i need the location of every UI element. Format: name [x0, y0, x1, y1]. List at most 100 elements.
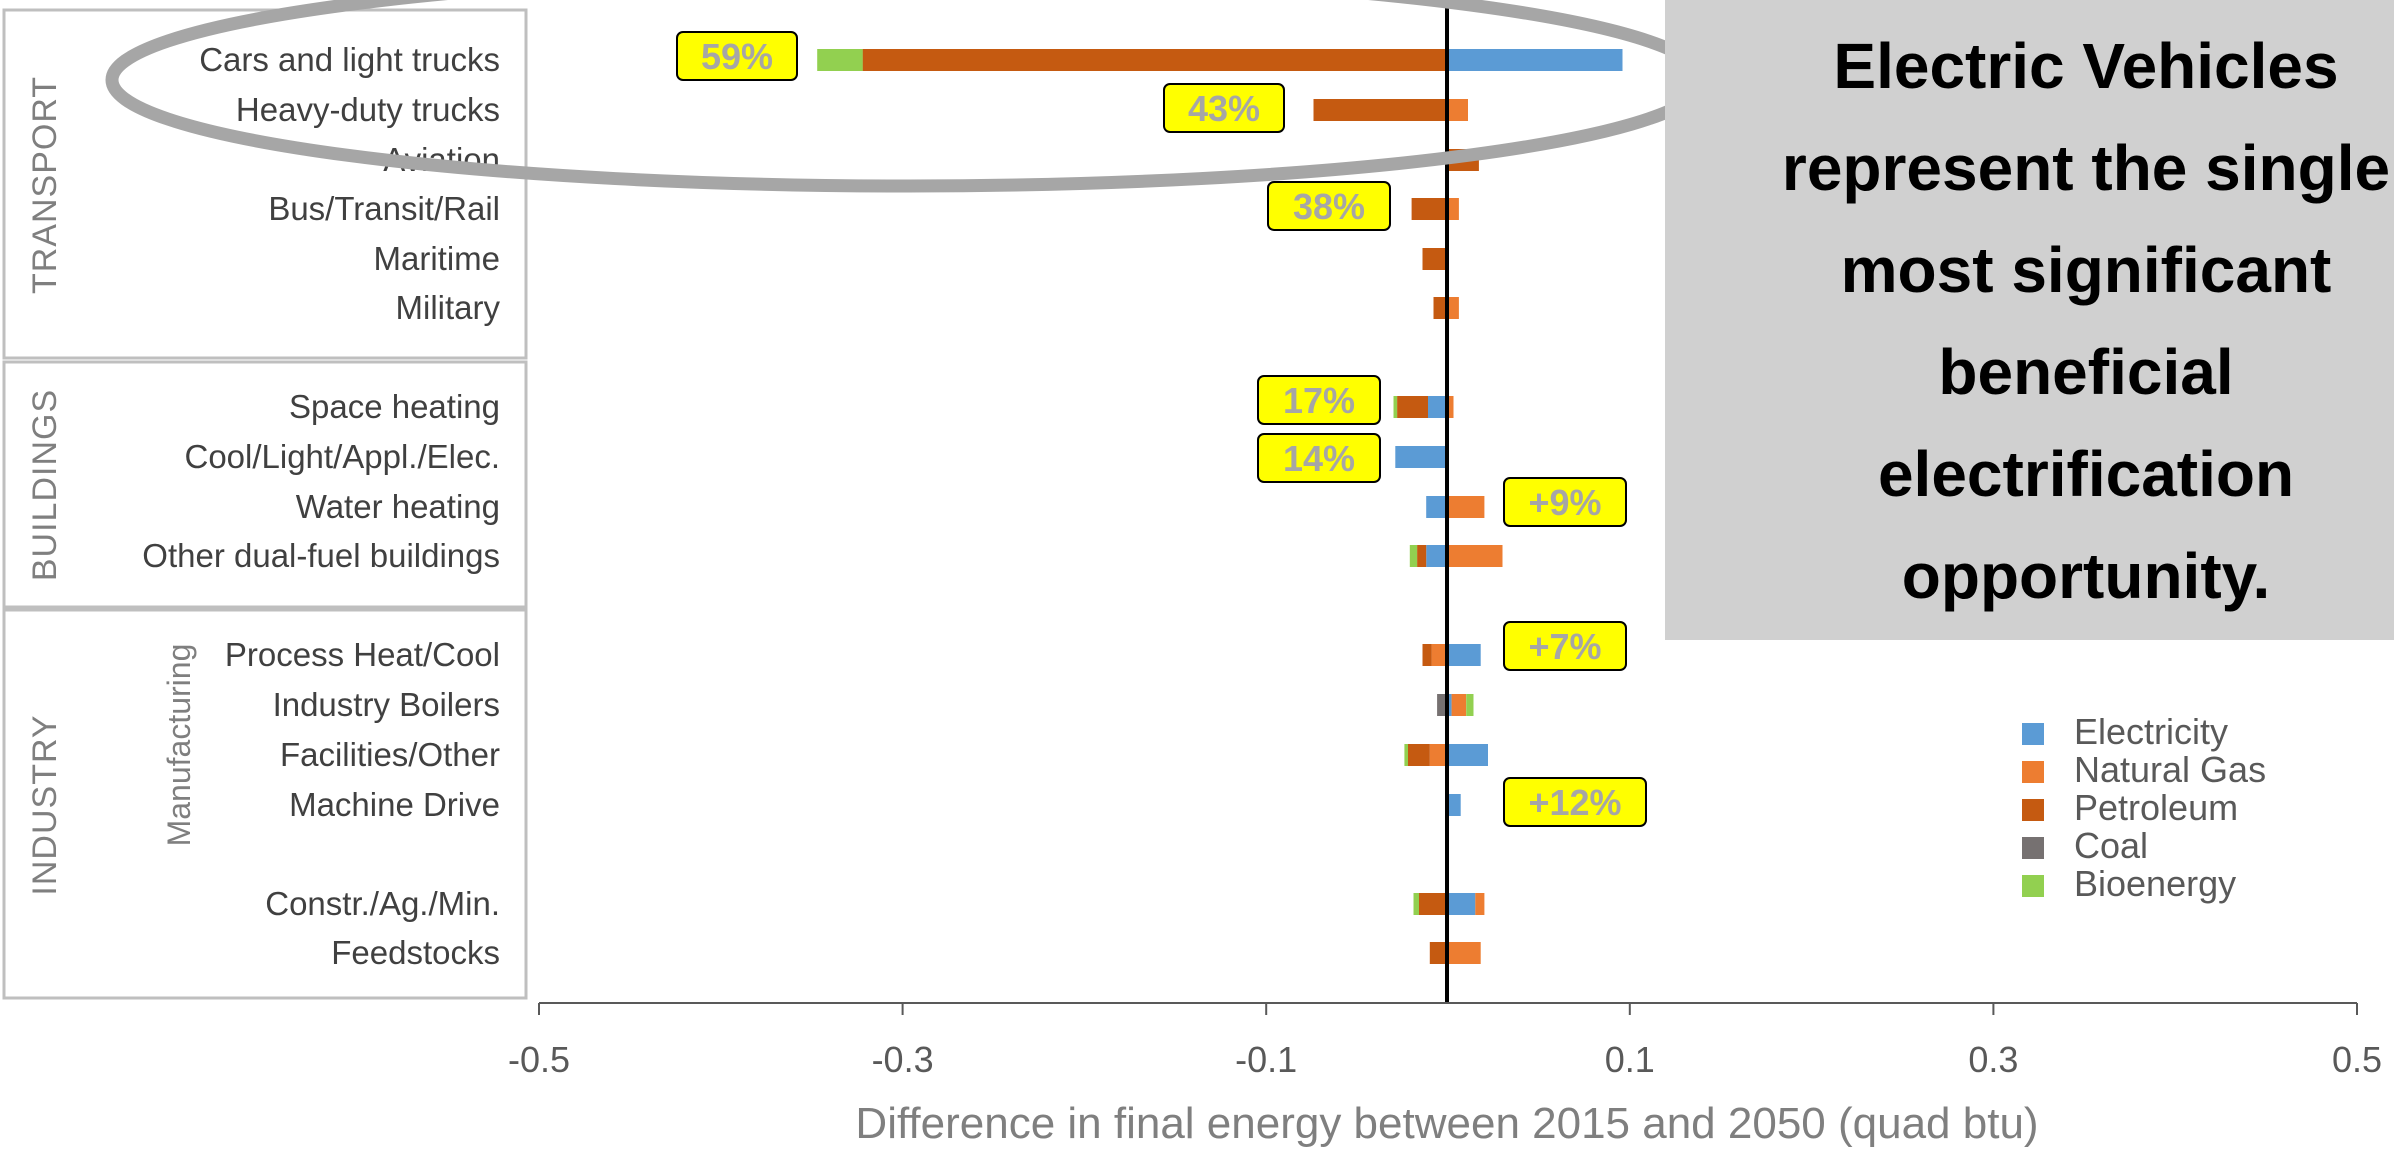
category-label-military: Military [396, 289, 501, 326]
bar-heavy-duty-trucks-natural-gas [1448, 99, 1468, 121]
legend-swatch-electricity [2022, 723, 2044, 745]
bar-industry-boilers-coal [1437, 694, 1448, 716]
callout-label-cars-and-light-trucks: 59% [701, 36, 773, 77]
category-label-machine-drive: Machine Drive [289, 786, 500, 823]
callout-box-cool-light-appl-elec [1257, 433, 1381, 483]
bar-military-petroleum [1433, 297, 1448, 319]
x-tick-label-3: 0.1 [1605, 1039, 1655, 1080]
bar-space-heating-petroleum [1397, 396, 1428, 418]
bar-bus-transit-rail-natural-gas [1448, 198, 1459, 220]
callout-label-space-heating: 17% [1283, 380, 1355, 421]
panel-line-6: opportunity. [1902, 540, 2271, 612]
callout-label-water-heating: +9% [1528, 482, 1601, 523]
x-axis-ticks: -0.5 -0.3 -0.1 0.1 0.3 0.5 [508, 1003, 2382, 1080]
legend-swatch-petroleum [2022, 799, 2044, 821]
bar-other-dual-fuel-buildings-electricity [1426, 545, 1448, 567]
industry-group-frame [2, 608, 528, 1000]
bar-facilities-other-electricity [1448, 744, 1488, 766]
bar-machine-drive-electricity [1448, 794, 1461, 816]
callout-label-machine-drive: +12% [1528, 782, 1621, 823]
panel-line-2: represent the single [1782, 132, 2390, 204]
bar-facilities-other-bioenergy [1404, 744, 1408, 766]
panel-line-4: beneficial [1938, 336, 2233, 408]
x-tick-label-1: -0.3 [872, 1039, 934, 1080]
bar-water-heating-electricity [1426, 496, 1448, 518]
group-label-transport: TRANSPORT [26, 76, 64, 294]
callout-label-bus-transit-rail: 38% [1293, 186, 1365, 227]
category-label-feedstocks: Feedstocks [331, 934, 500, 971]
bar-constr-ag-min-bioenergy [1413, 893, 1419, 915]
category-label-space-heating: Space heating [289, 388, 500, 425]
bar-military-natural-gas [1448, 297, 1459, 319]
bar-cool-light-appl-elec-electricity [1395, 446, 1448, 468]
bar-cars-and-light-trucks-petroleum [862, 49, 1448, 71]
callout-box-cars-and-light-trucks [676, 31, 798, 81]
bar-bus-transit-rail-petroleum [1411, 198, 1448, 220]
bar-maritime-petroleum [1422, 248, 1448, 270]
bar-heavy-duty-trucks-petroleum [1313, 99, 1448, 121]
callout-box-space-heating [1257, 375, 1381, 425]
legend-label-petroleum: Petroleum [2074, 787, 2238, 828]
bar-other-dual-fuel-buildings-natural-gas [1448, 545, 1503, 567]
category-label-cars-and-light-trucks: Cars and light trucks [199, 41, 500, 78]
category-label-maritime: Maritime [373, 240, 500, 277]
bar-industry-boilers-bioenergy [1466, 694, 1474, 716]
callout-box-process-heat-cool [1503, 621, 1627, 671]
category-label-cool-light-appl-elec: Cool/Light/Appl./Elec. [184, 438, 500, 475]
bar-industry-boilers-electricity [1448, 694, 1452, 716]
group-label-buildings: BUILDINGS [26, 389, 64, 581]
callout-box-heavy-duty-trucks [1163, 83, 1285, 133]
callout-box-water-heating [1503, 477, 1627, 527]
callouts-layer: 59% 43% 38% 17% 14% +9% +7% +12% [676, 31, 1647, 827]
bars-layer [817, 49, 1623, 964]
bar-process-heat-cool-electricity [1448, 644, 1481, 666]
legend-label-natural-gas: Natural Gas [2074, 749, 2266, 790]
bar-process-heat-cool-petroleum [1422, 644, 1432, 666]
bar-constr-ag-min-natural-gas [1475, 893, 1485, 915]
bar-constr-ag-min-electricity [1448, 893, 1476, 915]
bar-cars-and-light-trucks-bioenergy [817, 49, 863, 71]
group-frames [2, 8, 528, 1000]
legend-swatch-coal [2022, 837, 2044, 859]
panel-line-5: electrification [1878, 438, 2294, 510]
category-label-constr-ag-min: Constr./Ag./Min. [265, 885, 500, 922]
group-label-industry: INDUSTRY [26, 714, 64, 895]
x-tick-label-5: 0.5 [2332, 1039, 2382, 1080]
bar-feedstocks-petroleum [1429, 942, 1448, 964]
transport-group-frame [2, 8, 528, 360]
x-tick-label-0: -0.5 [508, 1039, 570, 1080]
callout-label-cool-light-appl-elec: 14% [1283, 438, 1355, 479]
legend-label-coal: Coal [2074, 825, 2148, 866]
category-label-water-heating: Water heating [296, 488, 500, 525]
bar-facilities-other-natural-gas [1429, 744, 1448, 766]
panel-line-3: most significant [1841, 234, 2332, 306]
bar-process-heat-cool-natural-gas [1431, 644, 1448, 666]
x-axis-title: Difference in final energy between 2015 … [855, 1099, 2038, 1148]
legend-swatch-natural-gas [2022, 761, 2044, 783]
bar-water-heating-natural-gas [1448, 496, 1485, 518]
callout-box-machine-drive [1503, 777, 1647, 827]
bar-other-dual-fuel-buildings-petroleum [1417, 545, 1427, 567]
bar-other-dual-fuel-buildings-bioenergy [1409, 545, 1418, 567]
bar-facilities-other-petroleum [1408, 744, 1430, 766]
bar-constr-ag-min-petroleum [1418, 893, 1448, 915]
bar-industry-boilers-natural-gas [1451, 694, 1467, 716]
bar-space-heating-bioenergy [1393, 396, 1398, 418]
message-panel-text: Electric Vehicles represent the single m… [1782, 30, 2390, 612]
legend-label-electricity: Electricity [2074, 711, 2228, 752]
bar-space-heating-electricity [1428, 396, 1448, 418]
x-tick-label-4: 0.3 [1968, 1039, 2018, 1080]
callout-label-process-heat-cool: +7% [1528, 626, 1601, 667]
message-panel [1665, 0, 2394, 640]
sublabel-manufacturing: Manufacturing [161, 644, 197, 847]
buildings-group-frame [2, 360, 528, 609]
bar-feedstocks-natural-gas [1448, 942, 1481, 964]
category-label-heavy-duty-trucks: Heavy-duty trucks [236, 91, 500, 128]
legend-swatch-bioenergy [2022, 875, 2044, 897]
callout-label-heavy-duty-trucks: 43% [1188, 88, 1260, 129]
category-label-process-heat-cool: Process Heat/Cool [225, 636, 500, 673]
panel-line-1: Electric Vehicles [1833, 30, 2338, 102]
